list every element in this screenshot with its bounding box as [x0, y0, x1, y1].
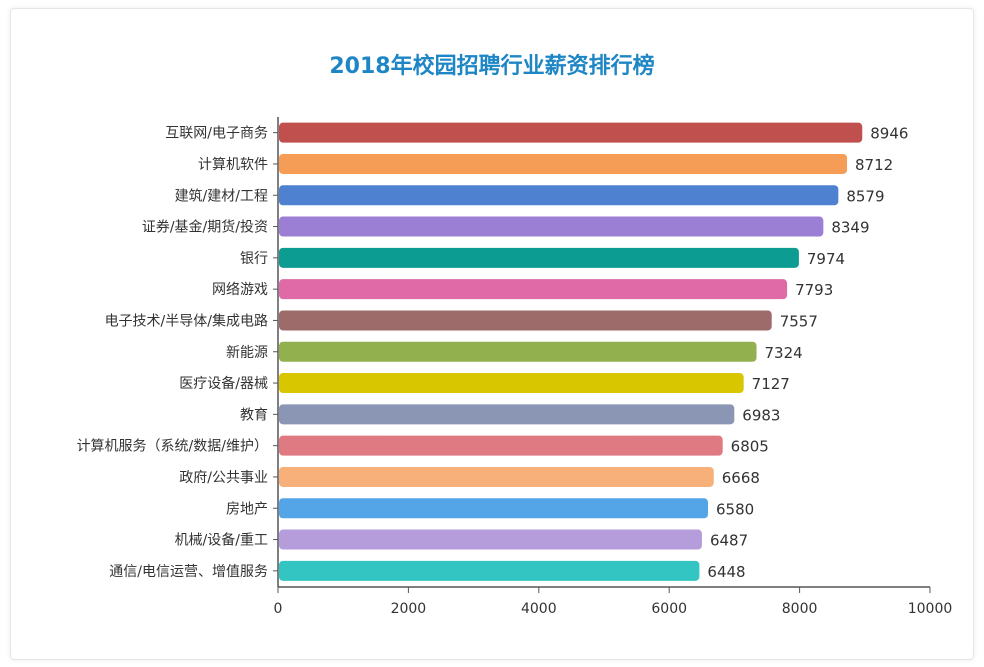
- bar: [279, 404, 735, 425]
- bar: [279, 310, 772, 331]
- value-label: 8946: [870, 125, 908, 143]
- bar: [279, 560, 700, 581]
- x-tick-label: 4000: [521, 601, 557, 617]
- x-tick-label: 6000: [651, 601, 687, 617]
- category-label: 通信/电信运营、增值服务: [109, 564, 268, 580]
- value-label: 7793: [795, 281, 833, 299]
- value-label: 6983: [742, 406, 780, 424]
- bar: [279, 466, 714, 487]
- category-label: 教育: [240, 407, 268, 423]
- bar: [279, 216, 824, 237]
- bar: [279, 185, 839, 206]
- value-label: 6580: [716, 500, 754, 518]
- value-label: 8712: [855, 156, 893, 174]
- bar: [279, 341, 757, 362]
- x-tick-label: 0: [274, 601, 283, 617]
- category-label: 机械/设备/重工: [175, 532, 268, 549]
- bar: [279, 122, 863, 143]
- bar: [279, 153, 848, 174]
- value-label: 7127: [752, 375, 790, 393]
- bar: [279, 498, 709, 519]
- bar: [279, 529, 702, 550]
- value-label: 8579: [846, 187, 884, 205]
- bar: [279, 435, 723, 456]
- category-label: 计算机软件: [198, 157, 268, 173]
- x-tick-label: 8000: [782, 601, 818, 617]
- category-label: 计算机服务（系统/数据/维护）: [77, 439, 268, 455]
- category-label: 网络游戏: [212, 282, 268, 298]
- category-label: 政府/公共事业: [179, 470, 268, 486]
- chart-frame: [10, 8, 974, 660]
- category-label: 房地产: [226, 501, 268, 517]
- category-label: 新能源: [226, 345, 268, 361]
- value-label: 7324: [765, 344, 803, 362]
- x-tick-label: 10000: [908, 601, 953, 617]
- bar: [279, 247, 799, 268]
- bar: [279, 279, 788, 300]
- category-label: 银行: [240, 251, 268, 267]
- bar: [279, 373, 744, 394]
- category-label: 互联网/电子商务: [165, 126, 268, 142]
- category-label: 证券/基金/期货/投资: [142, 219, 268, 236]
- value-label: 6805: [731, 438, 769, 456]
- category-label: 医疗设备/器械: [179, 375, 268, 392]
- value-label: 6487: [710, 532, 748, 550]
- category-label: 电子技术/半导体/集成电路: [105, 312, 268, 329]
- value-label: 8349: [831, 219, 869, 237]
- chart-title: 2018年校园招聘行业薪资排行榜: [329, 54, 655, 79]
- value-label: 7974: [807, 250, 845, 268]
- x-tick-label: 2000: [391, 601, 427, 617]
- value-label: 6448: [707, 563, 745, 581]
- category-label: 建筑/建材/工程: [175, 188, 268, 204]
- value-label: 6668: [722, 469, 760, 487]
- value-label: 7557: [780, 312, 818, 330]
